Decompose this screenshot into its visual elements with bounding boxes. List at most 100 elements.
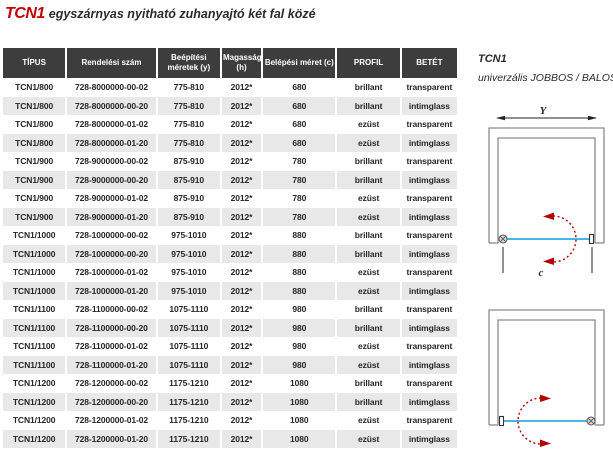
cell-betet: intimglass: [401, 318, 457, 337]
dim-arrow-left-icon: [496, 115, 505, 121]
cell-magassag: 2012*: [221, 207, 262, 226]
column-header-magassag: Magasság (h): [221, 48, 262, 78]
cell-belepesi-meret: 980: [263, 355, 336, 374]
cell-tipus: TCN1/1200: [3, 411, 66, 430]
cell-betet: transparent: [401, 337, 457, 356]
cell-belepesi-meret: 680: [263, 115, 336, 134]
cell-betet: transparent: [401, 374, 457, 393]
cell-beepitesi-meretek: 1175-1210: [157, 429, 220, 448]
cell-betet: intimglass: [401, 244, 457, 263]
cell-magassag: 2012*: [221, 411, 262, 430]
cell-magassag: 2012*: [221, 189, 262, 208]
cell-magassag: 2012*: [221, 96, 262, 115]
cell-beepitesi-meretek: 975-1010: [157, 263, 220, 282]
cell-rendelesi-szam: 728-1100000-00-02: [67, 300, 156, 319]
cell-betet: transparent: [401, 115, 457, 134]
cell-profil: ezüst: [337, 411, 400, 430]
cell-tipus: TCN1/1100: [3, 318, 66, 337]
cell-rendelesi-szam: 728-1200000-01-02: [67, 411, 156, 430]
cell-betet: transparent: [401, 300, 457, 319]
table-row: TCN1/1200 728-1200000-01-02 1175-1210 20…: [3, 411, 457, 430]
cell-rendelesi-szam: 728-1200000-00-20: [67, 392, 156, 411]
dim-arrow-right-icon: [588, 115, 597, 121]
cell-magassag: 2012*: [221, 337, 262, 356]
cell-magassag: 2012*: [221, 115, 262, 134]
cell-profil: ezüst: [337, 337, 400, 356]
swing-direction-arc: [517, 394, 551, 447]
cell-magassag: 2012*: [221, 244, 262, 263]
cell-betet: intimglass: [401, 281, 457, 300]
handle-icon: [498, 415, 505, 427]
walls-outline: [488, 309, 605, 426]
cell-profil: ezüst: [337, 189, 400, 208]
cell-betet: transparent: [401, 263, 457, 282]
cell-tipus: TCN1/1000: [3, 244, 66, 263]
cell-beepitesi-meretek: 875-910: [157, 189, 220, 208]
table-row: TCN1/800 728-8000000-00-20 775-810 2012*…: [3, 96, 457, 115]
column-header-profil: PROFIL: [337, 48, 400, 78]
swing-direction-arc: [543, 212, 577, 265]
table-body: TCN1/800 728-8000000-00-02 775-810 2012*…: [3, 78, 457, 448]
cell-tipus: TCN1/900: [3, 207, 66, 226]
cell-belepesi-meret: 1080: [263, 392, 336, 411]
cell-belepesi-meret: 780: [263, 170, 336, 189]
cell-profil: brillant: [337, 244, 400, 263]
cell-betet: transparent: [401, 189, 457, 208]
cell-magassag: 2012*: [221, 152, 262, 171]
cell-betet: intimglass: [401, 96, 457, 115]
cell-tipus: TCN1/900: [3, 170, 66, 189]
cell-tipus: TCN1/1000: [3, 226, 66, 245]
cell-tipus: TCN1/800: [3, 115, 66, 134]
swing-arrow-bottom-icon: [540, 439, 551, 447]
cell-profil: ezüst: [337, 115, 400, 134]
cell-beepitesi-meretek: 975-1010: [157, 281, 220, 300]
cell-tipus: TCN1/1000: [3, 281, 66, 300]
cell-profil: brillant: [337, 300, 400, 319]
cell-tipus: TCN1/1100: [3, 337, 66, 356]
cell-profil: ezüst: [337, 429, 400, 448]
spec-table: TÍPUS Rendelési szám Beépítési méretek (…: [1, 48, 459, 448]
walls-outline: [488, 127, 605, 244]
door-swing-diagram-hinge-left: Y c: [488, 105, 605, 279]
cell-belepesi-meret: 780: [263, 189, 336, 208]
cell-magassag: 2012*: [221, 170, 262, 189]
cell-magassag: 2012*: [221, 374, 262, 393]
cell-profil: brillant: [337, 96, 400, 115]
swing-arrow-top-icon: [543, 212, 554, 220]
cell-magassag: 2012*: [221, 263, 262, 282]
cell-belepesi-meret: 1080: [263, 429, 336, 448]
column-header-tipus: TÍPUS: [3, 48, 66, 78]
cell-rendelesi-szam: 728-8000000-01-02: [67, 115, 156, 134]
cell-tipus: TCN1/1100: [3, 300, 66, 319]
cell-tipus: TCN1/800: [3, 96, 66, 115]
cell-beepitesi-meretek: 875-910: [157, 207, 220, 226]
cell-beepitesi-meretek: 1075-1110: [157, 355, 220, 374]
page-title: TCN1 egyszárnyas nyitható zuhanyajtó két …: [5, 5, 316, 23]
cell-rendelesi-szam: 728-1100000-00-20: [67, 318, 156, 337]
cell-magassag: 2012*: [221, 392, 262, 411]
handle-icon: [588, 233, 595, 245]
cell-magassag: 2012*: [221, 226, 262, 245]
cell-belepesi-meret: 880: [263, 281, 336, 300]
cell-magassag: 2012*: [221, 318, 262, 337]
cell-beepitesi-meretek: 1075-1110: [157, 300, 220, 319]
cell-profil: brillant: [337, 170, 400, 189]
table-row: TCN1/1000 728-1000000-01-20 975-1010 201…: [3, 281, 457, 300]
swing-arrow-top-icon: [540, 394, 551, 402]
side-subtitle: univerzális JOBBOS / BALOS: [478, 72, 613, 84]
cell-tipus: TCN1/900: [3, 152, 66, 171]
table-row: TCN1/1000 728-1000000-00-20 975-1010 201…: [3, 244, 457, 263]
column-header-beepitesi-meretek: Beépítési méretek (y): [157, 48, 220, 78]
column-header-betet: BETÉT: [401, 48, 457, 78]
cell-beepitesi-meretek: 1175-1210: [157, 411, 220, 430]
cell-belepesi-meret: 880: [263, 244, 336, 263]
swing-arrow-bottom-icon: [543, 257, 554, 265]
cell-profil: brillant: [337, 392, 400, 411]
table-row: TCN1/1000 728-1000000-00-02 975-1010 201…: [3, 226, 457, 245]
table-row: TCN1/1100 728-1100000-01-20 1075-1110 20…: [3, 355, 457, 374]
cell-profil: brillant: [337, 374, 400, 393]
cell-profil: brillant: [337, 78, 400, 97]
cell-betet: intimglass: [401, 170, 457, 189]
cell-belepesi-meret: 680: [263, 96, 336, 115]
